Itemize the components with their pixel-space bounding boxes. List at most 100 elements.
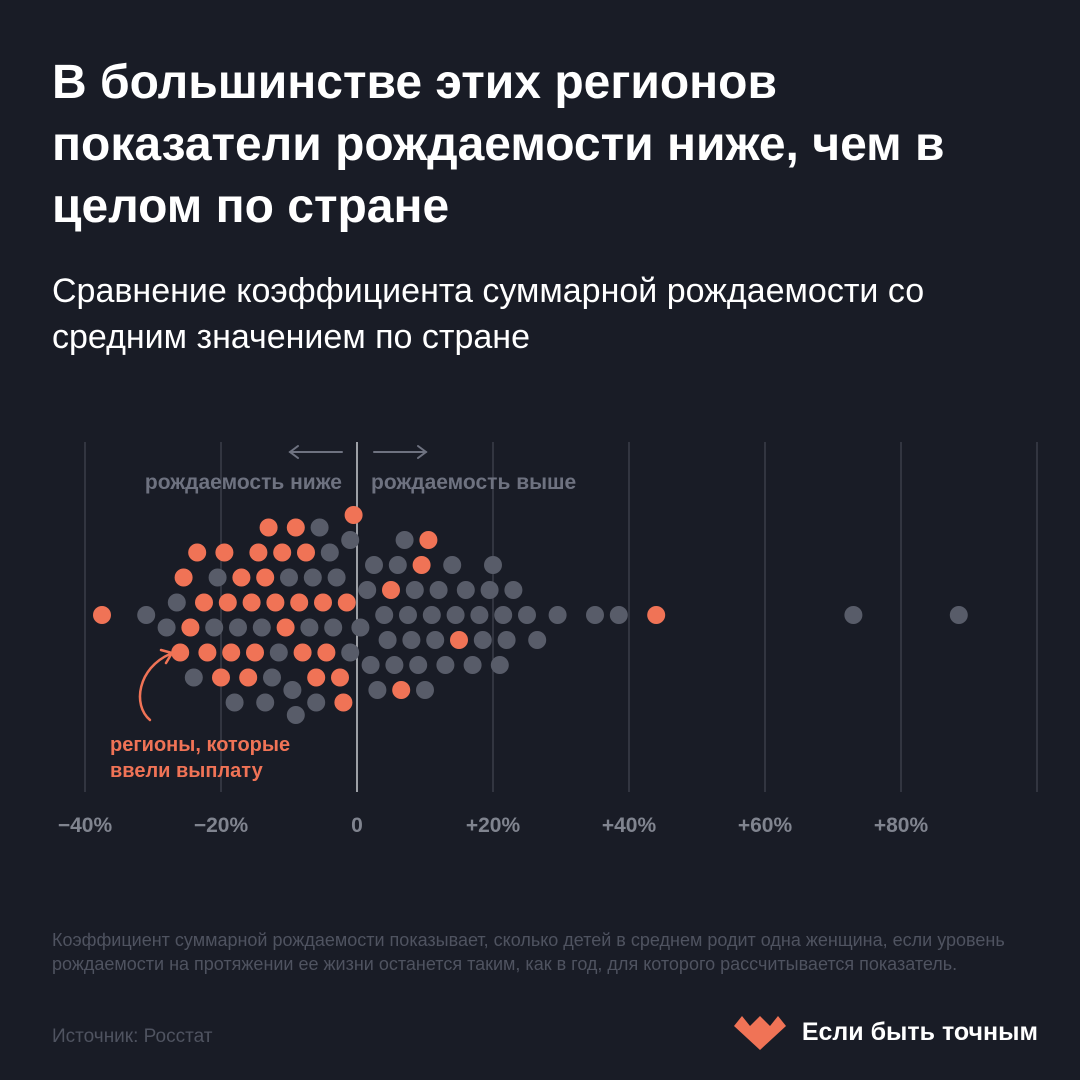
region-dot [157,618,176,637]
region-dot [341,643,360,662]
region-dot [324,618,343,637]
region-dot-payment [276,618,295,637]
region-dot-payment [286,518,305,537]
x-tick-label: 0 [351,814,363,837]
region-dot-payment [174,568,193,587]
curved-arrow-icon [138,652,172,722]
region-dot-payment [171,643,190,662]
region-dot-payment [317,643,336,662]
region-dot-payment [218,593,237,612]
higher-direction-label: рождаемость выше [371,471,576,494]
region-dot [429,581,448,599]
region-dot [310,518,329,537]
region-dot [548,606,567,624]
region-dot [490,656,509,674]
region-dot [263,668,281,687]
heart-zigzag-icon [733,1016,786,1050]
region-dot-payment [412,556,431,574]
x-tick-label: −40% [58,814,113,837]
region-dot [300,618,319,637]
region-dot [385,656,404,674]
region-dot [358,581,377,599]
region-dot [361,656,380,674]
region-dot [388,556,407,574]
region-dot-payment [232,568,251,587]
region-dot-payment [198,643,217,662]
region-dot [341,531,360,549]
x-tick-label: +40% [602,814,657,837]
region-dot [494,606,513,624]
region-dot-payment [222,643,241,662]
region-dot-payment [344,506,363,524]
region-dot [208,568,227,587]
region-dot [378,631,397,649]
footnote: Коэффициент суммарной рождаемости показы… [52,930,1005,974]
region-dot-payment [246,643,264,662]
region-dot [375,606,394,624]
region-dot [405,581,424,599]
region-dot [456,581,475,599]
region-dot [283,681,302,699]
region-dot [365,556,383,574]
x-tick-label: +20% [466,814,521,837]
region-dot-payment [290,593,309,612]
beeswarm-chart: рождаемость ниже рождаемость выше регион… [58,442,1038,837]
region-dot-payment [195,593,213,612]
region-dot-payment [93,606,111,624]
region-dot [167,593,186,612]
lower-direction-label: рождаемость ниже [145,471,342,494]
region-dot [436,656,455,674]
x-tick-label: −20% [194,814,249,837]
region-dot-payment [215,543,234,562]
region-dot-payment [242,593,261,612]
page-title: В большинстве этих регионов показатели р… [52,56,945,233]
page-subtitle: Сравнение коэффициента суммарной рождаем… [52,272,925,356]
region-dot [528,631,547,649]
region-dot [320,543,339,562]
region-dot [252,618,271,637]
region-dot [844,606,863,624]
region-dot [351,618,370,637]
region-dot [229,618,247,637]
region-dot [184,668,203,687]
region-dot-payment [188,543,207,562]
region-dot [280,568,298,587]
region-dot [497,631,516,649]
region-dot [137,606,156,624]
region-dot [470,606,489,624]
region-dot [422,606,441,624]
region-dot-payment [273,543,292,562]
region-dot [256,693,275,712]
region-dot-payment [212,668,230,687]
region-dot-payment [266,593,285,612]
region-dot [416,681,434,699]
left-arrow-icon [288,445,343,459]
region-dot-payment [337,593,356,612]
region-dot-payment [259,518,278,537]
region-dot [473,631,492,649]
region-dot [480,581,499,599]
brand[interactable]: Если быть точным [732,1012,1038,1052]
x-tick-label: +60% [738,814,793,837]
region-dot [586,606,604,624]
arrow-head-icon [159,648,174,665]
region-dot-payment [297,543,315,562]
region-dot-payment [181,618,200,637]
region-dot [463,656,482,674]
region-dot-payment [239,668,258,687]
region-dot [307,693,326,712]
region-dot-payment [647,606,666,624]
region-dot [399,606,417,624]
source-note: Источник: Росстат [52,1026,213,1047]
region-dot-payment [307,668,326,687]
region-dot [443,556,462,574]
region-dot [368,681,387,699]
region-dot [426,631,445,649]
region-dot [609,606,628,624]
region-dot-payment [314,593,332,612]
region-dot [286,706,305,724]
region-dot-payment [382,581,400,599]
region-dot-payment [392,681,411,699]
region-dot [269,643,288,662]
region-dot-payment [256,568,275,587]
